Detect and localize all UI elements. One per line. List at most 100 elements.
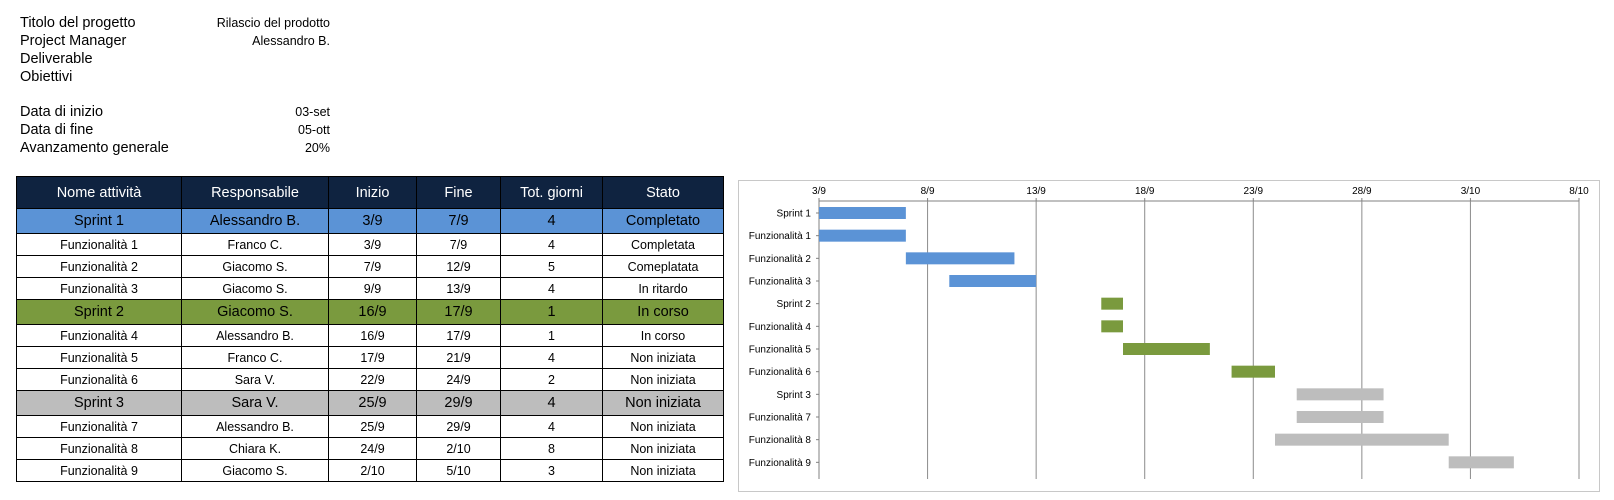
cell-task-name[interactable]: Funzionalità 9	[16, 459, 182, 482]
cell-task-name[interactable]: Funzionalità 7	[16, 415, 182, 438]
cell-status[interactable]: Non iniziata	[602, 346, 724, 369]
cell-days[interactable]: 4	[500, 233, 603, 256]
cell-task-name[interactable]: Sprint 2	[16, 299, 182, 325]
cell-start[interactable]: 9/9	[328, 277, 417, 300]
cell-start[interactable]: 16/9	[328, 324, 417, 347]
cell-task-name[interactable]: Funzionalità 8	[16, 437, 182, 460]
cell-days[interactable]: 4	[500, 390, 603, 416]
cell-owner[interactable]: Giacomo S.	[181, 277, 329, 300]
cell-end[interactable]: 29/9	[416, 390, 501, 416]
gantt-bar[interactable]	[1296, 388, 1384, 401]
cell-days[interactable]: 3	[500, 459, 603, 482]
header-total-days[interactable]: Tot. giorni	[500, 176, 603, 209]
cell-owner[interactable]: Franco C.	[181, 346, 329, 369]
cell-task-name[interactable]: Funzionalità 4	[16, 324, 182, 347]
cell-days[interactable]: 4	[500, 415, 603, 438]
cell-end[interactable]: 17/9	[416, 299, 501, 325]
cell-days[interactable]: 1	[500, 324, 603, 347]
cell-status[interactable]: In ritardo	[602, 277, 724, 300]
gantt-bar[interactable]	[1448, 456, 1514, 469]
cell-owner[interactable]: Alessandro B.	[181, 415, 329, 438]
cell-days[interactable]: 4	[500, 208, 603, 234]
cell-days[interactable]: 1	[500, 299, 603, 325]
gantt-bar[interactable]	[819, 229, 906, 242]
cell-start[interactable]: 3/9	[328, 208, 417, 234]
cell-status[interactable]: Comeplatata	[602, 255, 724, 278]
cell-end[interactable]: 2/10	[416, 437, 501, 460]
cell-end[interactable]: 13/9	[416, 277, 501, 300]
cell-task-name[interactable]: Sprint 1	[16, 208, 182, 234]
cell-end[interactable]: 21/9	[416, 346, 501, 369]
cell-owner[interactable]: Giacomo S.	[181, 255, 329, 278]
cell-owner[interactable]: Alessandro B.	[181, 324, 329, 347]
project-title-value[interactable]: Rilascio del prodotto	[216, 16, 330, 30]
cell-task-name[interactable]: Funzionalità 3	[16, 277, 182, 300]
gantt-bar[interactable]	[1101, 297, 1123, 310]
cell-owner[interactable]: Chiara K.	[181, 437, 329, 460]
progress-value[interactable]: 20%	[304, 141, 330, 155]
row-label: Funzionalità 9	[749, 458, 812, 469]
cell-task-name[interactable]: Funzionalità 5	[16, 346, 182, 369]
start-date-value[interactable]: 03-set	[295, 105, 330, 119]
cell-owner[interactable]: Franco C.	[181, 233, 329, 256]
cell-start[interactable]: 2/10	[328, 459, 417, 482]
cell-days[interactable]: 8	[500, 437, 603, 460]
gantt-bar[interactable]	[949, 275, 1037, 287]
header-start[interactable]: Inizio	[328, 176, 417, 209]
end-date-value[interactable]: 05-ott	[298, 123, 330, 137]
cell-end[interactable]: 12/9	[416, 255, 501, 278]
cell-owner[interactable]: Giacomo S.	[181, 299, 329, 325]
cell-status[interactable]: Non iniziata	[602, 459, 724, 482]
cell-status[interactable]: Non iniziata	[602, 415, 724, 438]
gantt-bar[interactable]	[1275, 433, 1449, 446]
gantt-bar[interactable]	[1123, 343, 1210, 355]
cell-start[interactable]: 25/9	[328, 415, 417, 438]
cell-end[interactable]: 24/9	[416, 368, 501, 391]
cell-end[interactable]: 7/9	[416, 233, 501, 256]
header-task-name[interactable]: Nome attività	[16, 176, 182, 209]
cell-days[interactable]: 4	[500, 277, 603, 300]
header-end[interactable]: Fine	[416, 176, 501, 209]
cell-status[interactable]: Non iniziata	[602, 368, 724, 391]
table-row: Funzionalità 5 Franco C. 17/9 21/9 4 Non…	[16, 346, 724, 369]
cell-status[interactable]: In corso	[602, 324, 724, 347]
cell-end[interactable]: 17/9	[416, 324, 501, 347]
gantt-bar[interactable]	[819, 207, 906, 219]
cell-days[interactable]: 5	[500, 255, 603, 278]
cell-owner[interactable]: Giacomo S.	[181, 459, 329, 482]
gantt-chart[interactable]: 3/9 8/9 13/9 18/9 23/9 28/9 3/10 8/10 Sprint 1 Fu…	[738, 180, 1600, 492]
cell-days[interactable]: 4	[500, 346, 603, 369]
gantt-bar[interactable]	[1296, 411, 1384, 423]
cell-start[interactable]: 3/9	[328, 233, 417, 256]
cell-owner[interactable]: Sara V.	[181, 368, 329, 391]
cell-start[interactable]: 25/9	[328, 390, 417, 416]
cell-task-name[interactable]: Funzionalità 6	[16, 368, 182, 391]
cell-task-name[interactable]: Funzionalità 1	[16, 233, 182, 256]
cell-status[interactable]: In corso	[602, 299, 724, 325]
cell-end[interactable]: 5/10	[416, 459, 501, 482]
gantt-chart-svg: 3/9 8/9 13/9 18/9 23/9 28/9 3/10 8/10 Sprint 1 Fu…	[749, 186, 1589, 479]
cell-start[interactable]: 24/9	[328, 437, 417, 460]
cell-start[interactable]: 16/9	[328, 299, 417, 325]
cell-status[interactable]: Completato	[602, 208, 724, 234]
gantt-bar[interactable]	[1231, 365, 1275, 378]
project-manager-value[interactable]: Alessandro B.	[252, 34, 330, 48]
gantt-bar[interactable]	[1101, 320, 1123, 333]
cell-start[interactable]: 7/9	[328, 255, 417, 278]
header-owner[interactable]: Responsabile	[181, 176, 329, 209]
cell-days[interactable]: 2	[500, 368, 603, 391]
gantt-bar[interactable]	[905, 252, 1015, 265]
cell-owner[interactable]: Alessandro B.	[181, 208, 329, 234]
cell-status[interactable]: Completata	[602, 233, 724, 256]
cell-start[interactable]: 22/9	[328, 368, 417, 391]
row-label: Funzionalità 8	[749, 435, 812, 446]
cell-status[interactable]: Non iniziata	[602, 437, 724, 460]
header-status[interactable]: Stato	[602, 176, 724, 209]
cell-task-name[interactable]: Sprint 3	[16, 390, 182, 416]
cell-end[interactable]: 29/9	[416, 415, 501, 438]
cell-end[interactable]: 7/9	[416, 208, 501, 234]
cell-task-name[interactable]: Funzionalità 2	[16, 255, 182, 278]
cell-start[interactable]: 17/9	[328, 346, 417, 369]
cell-status[interactable]: Non iniziata	[602, 390, 724, 416]
cell-owner[interactable]: Sara V.	[181, 390, 329, 416]
